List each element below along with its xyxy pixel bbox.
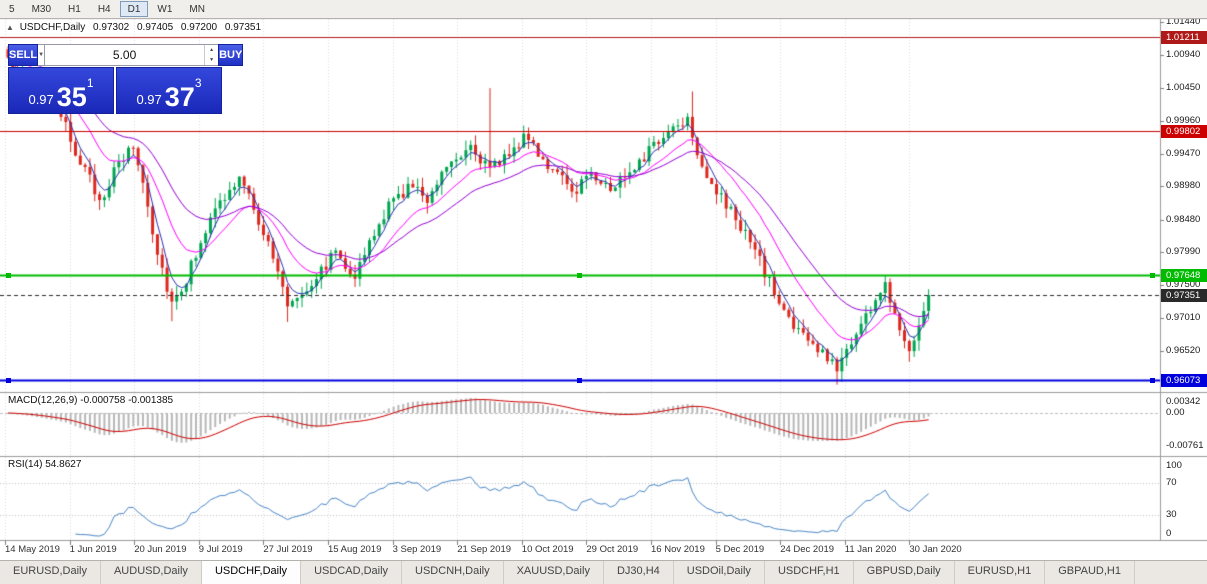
- macd-axis-label: -0.00761: [1166, 440, 1204, 451]
- chart-tab-usdoil-daily[interactable]: USDOil,Daily: [674, 561, 765, 584]
- volume-input[interactable]: [45, 45, 205, 65]
- symbol-title: USDCHF,Daily: [19, 22, 86, 33]
- chart-header: ▲ USDCHF,Daily 0.97302 0.97405 0.97200 0…: [6, 22, 261, 33]
- support-line-blue-handle[interactable]: [6, 377, 11, 383]
- date-axis-label: 27 Jul 2019: [263, 544, 313, 555]
- support-line-blue-handle[interactable]: [577, 377, 582, 383]
- volume-field: ▲ ▼: [45, 44, 219, 66]
- volume-increase-button[interactable]: ▲: [209, 46, 215, 53]
- one-click-panel-toggle-icon[interactable]: ▲: [6, 23, 14, 32]
- timeframe-toolbar: 5 M30 H1 H4 D1 W1 MN: [0, 0, 1207, 19]
- price-axis-label: 0.98480: [1166, 213, 1201, 225]
- current-price-line-badge: 0.97351: [1161, 288, 1207, 302]
- support-line-blue-badge: 0.96073: [1161, 373, 1207, 387]
- rsi-indicator-label: RSI(14) 54.8627: [8, 459, 82, 470]
- buy-price-prefix: 0.97: [136, 92, 162, 107]
- date-axis-label: 15 Aug 2019: [328, 544, 382, 555]
- price-axis-label: 1.00940: [1166, 49, 1201, 61]
- sell-button[interactable]: SELL: [8, 44, 39, 66]
- price-axis-label: 0.99960: [1166, 114, 1201, 126]
- macd-axis-label: 0.00342: [1166, 396, 1201, 407]
- date-axis-label: 20 Jun 2019: [134, 544, 187, 555]
- chart-tab-eurusd-h1[interactable]: EURUSD,H1: [955, 561, 1046, 584]
- chart-tab-bar: EURUSD,Daily AUDUSD,Daily USDCHF,Daily USDC…: [0, 560, 1207, 584]
- sell-price-display[interactable]: 0.97 35 1: [8, 67, 114, 114]
- date-axis-label: 9 Jul 2019: [198, 544, 243, 555]
- high-value: 0.97405: [136, 22, 174, 33]
- timeframe-button-w1[interactable]: W1: [157, 4, 173, 15]
- macd-indicator-label: MACD(12,26,9) -0.000758 -0.001385: [8, 395, 174, 406]
- low-value: 0.97200: [180, 22, 218, 33]
- close-value: 0.97351: [224, 22, 262, 33]
- chart-tab-gbpaud-h1[interactable]: GBPAUD,H1: [1045, 561, 1135, 584]
- volume-decrease-button[interactable]: ▼: [209, 56, 215, 63]
- timeframe-button-5[interactable]: 5: [9, 4, 15, 15]
- buy-button[interactable]: BUY: [218, 44, 244, 66]
- caret-down-icon: ▼: [38, 52, 45, 58]
- rsi-axis-label: 0: [1166, 528, 1172, 539]
- resistance-line-upper-badge: 1.01211: [1161, 30, 1207, 44]
- open-value: 0.97302: [93, 22, 130, 33]
- support-line-green-handle[interactable]: [577, 272, 582, 278]
- chart-tab-eurusd-daily[interactable]: EURUSD,Daily: [0, 561, 101, 584]
- chart-tab-usdchf-h1[interactable]: USDCHF,H1: [765, 561, 854, 584]
- buy-price-pips: 37: [164, 82, 195, 112]
- rsi-axis-label: 100: [1166, 460, 1182, 471]
- timeframe-button-mn[interactable]: MN: [189, 4, 205, 15]
- date-axis-label: 10 Oct 2019: [521, 544, 574, 555]
- sell-price-prefix: 0.97: [28, 92, 54, 107]
- price-axis-label: 0.99470: [1166, 147, 1201, 159]
- rsi-axis-label: 30: [1166, 509, 1177, 520]
- date-axis-label: 30 Jan 2020: [909, 544, 962, 555]
- resistance-line-lower-badge: 0.99802: [1161, 124, 1207, 138]
- buy-price-point: 3: [194, 76, 202, 90]
- sell-price-point: 1: [86, 76, 94, 90]
- date-axis-label: 5 Dec 2019: [715, 544, 765, 555]
- date-axis-label: 3 Sep 2019: [392, 544, 442, 555]
- date-axis-label: 21 Sep 2019: [457, 544, 512, 555]
- price-axis-label: 0.97990: [1166, 246, 1201, 258]
- support-line-green-handle[interactable]: [1150, 272, 1155, 278]
- price-axis-label: 1.00450: [1166, 82, 1201, 94]
- price-axis-label: 0.98980: [1166, 180, 1201, 192]
- date-axis-label: 14 May 2019: [5, 544, 60, 555]
- support-line-green-handle[interactable]: [6, 272, 11, 278]
- chart-tab-gbpusd-daily[interactable]: GBPUSD,Daily: [854, 561, 955, 584]
- chart-tab-xauusd-daily[interactable]: XAUUSD,Daily: [504, 561, 604, 584]
- timeframe-button-h1[interactable]: H1: [68, 4, 81, 15]
- date-axis-label: 24 Dec 2019: [780, 544, 835, 555]
- date-axis-label: 29 Oct 2019: [586, 544, 639, 555]
- buy-price-display[interactable]: 0.97 37 3: [116, 67, 222, 114]
- volume-spinner: ▲ ▼: [204, 45, 218, 65]
- sell-price-pips: 35: [56, 82, 87, 112]
- price-axis-label: 1.01440: [1166, 16, 1201, 27]
- price-axis-label: 0.97010: [1166, 311, 1201, 323]
- support-line-blue-handle[interactable]: [1150, 377, 1155, 383]
- support-line-green-badge: 0.97648: [1161, 268, 1207, 282]
- chart-tab-usdcad-daily[interactable]: USDCAD,Daily: [301, 561, 403, 584]
- price-axis-label: 0.96520: [1166, 344, 1201, 356]
- one-click-trading-panel: SELL ▼ ▲ ▼ BUY 0.97 35 1 0.97 37: [8, 44, 244, 114]
- timeframe-button-h4[interactable]: H4: [97, 4, 111, 15]
- timeframe-button-m30[interactable]: M30: [31, 4, 52, 15]
- macd-axis-label: 0.00: [1166, 407, 1185, 418]
- chart-tab-dj30-h4[interactable]: DJ30,H4: [604, 561, 674, 584]
- chart-tab-usdchf-daily[interactable]: USDCHF,Daily: [201, 561, 302, 584]
- date-axis-label: 16 Nov 2019: [651, 544, 705, 555]
- chart-tab-usdcnh-daily[interactable]: USDCNH,Daily: [402, 561, 504, 584]
- price-axis-label: 0.97500: [1166, 279, 1201, 291]
- date-axis-label: 1 Jun 2019: [69, 544, 117, 555]
- volume-dropdown-button[interactable]: ▼: [38, 44, 46, 66]
- chart-tab-audusd-daily[interactable]: AUDUSD,Daily: [101, 561, 202, 584]
- timeframe-button-d1[interactable]: D1: [119, 1, 149, 17]
- date-axis-label: 11 Jan 2020: [844, 544, 897, 555]
- rsi-axis-label: 70: [1166, 477, 1177, 488]
